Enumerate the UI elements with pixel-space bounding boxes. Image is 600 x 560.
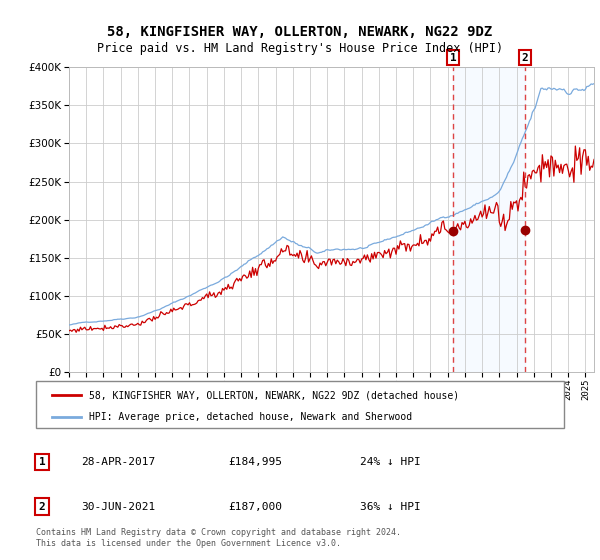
- Text: £187,000: £187,000: [228, 502, 282, 512]
- Bar: [454, 67, 525, 372]
- Text: 58, KINGFISHER WAY, OLLERTON, NEWARK, NG22 9DZ (detached house): 58, KINGFISHER WAY, OLLERTON, NEWARK, NG…: [89, 390, 459, 400]
- Text: Contains HM Land Registry data © Crown copyright and database right 2024.
This d: Contains HM Land Registry data © Crown c…: [36, 528, 401, 548]
- FancyBboxPatch shape: [36, 381, 564, 428]
- Text: 1: 1: [450, 53, 457, 63]
- Text: 1: 1: [38, 457, 46, 467]
- Text: 58, KINGFISHER WAY, OLLERTON, NEWARK, NG22 9DZ: 58, KINGFISHER WAY, OLLERTON, NEWARK, NG…: [107, 25, 493, 39]
- Text: 2: 2: [38, 502, 46, 512]
- Text: Price paid vs. HM Land Registry's House Price Index (HPI): Price paid vs. HM Land Registry's House …: [97, 42, 503, 55]
- Text: 2: 2: [522, 53, 529, 63]
- Text: 36% ↓ HPI: 36% ↓ HPI: [360, 502, 421, 512]
- Text: 30-JUN-2021: 30-JUN-2021: [81, 502, 155, 512]
- Text: 24% ↓ HPI: 24% ↓ HPI: [360, 457, 421, 467]
- Text: £184,995: £184,995: [228, 457, 282, 467]
- Text: 28-APR-2017: 28-APR-2017: [81, 457, 155, 467]
- Text: HPI: Average price, detached house, Newark and Sherwood: HPI: Average price, detached house, Newa…: [89, 412, 412, 422]
